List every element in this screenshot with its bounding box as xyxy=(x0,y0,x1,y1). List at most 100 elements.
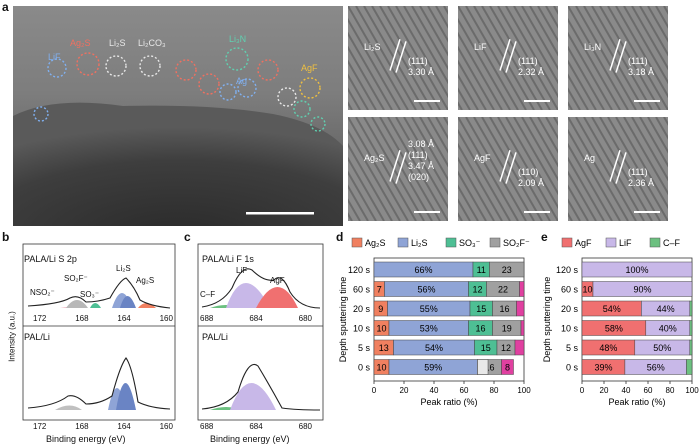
scale-bar xyxy=(246,212,314,215)
x-tick-label: 0 xyxy=(580,386,585,395)
bar-value-label: 44% xyxy=(657,304,675,314)
peak-label-ag2s: Ag₂S xyxy=(136,276,155,285)
x-tick-label: 60 xyxy=(644,386,653,395)
tem-inset: AgF (110) 2.09 Å xyxy=(458,117,558,221)
bar-segment xyxy=(689,339,693,356)
bar-segment xyxy=(477,359,489,375)
x-tick-label: 80 xyxy=(666,386,675,395)
plot-frame xyxy=(581,257,693,382)
bar-value-label: 100% xyxy=(625,265,648,275)
main-label-agf: AgF xyxy=(301,63,318,73)
peak-label-so2f: SO₂F⁻ xyxy=(64,274,88,283)
main-label-li2s: Li₂S xyxy=(109,38,126,48)
inset-phase-label: LiF xyxy=(474,42,487,52)
bar-value-label: 12 xyxy=(501,343,511,353)
inset-phase-label: Ag₂S xyxy=(364,153,385,163)
bar-value-label: 16 xyxy=(499,304,509,314)
bar-segment xyxy=(581,261,693,278)
inset-phase-label: Li₂S xyxy=(364,42,381,52)
category-label: 60 s xyxy=(353,285,371,295)
f1s-ticks-bottom: 688 684 680 xyxy=(200,422,312,431)
bar-value-label: 48% xyxy=(599,343,617,353)
inset-lattice-info: (111) 3.30 Å xyxy=(408,56,435,77)
bar-value-label: 15 xyxy=(481,343,491,353)
bar-segment xyxy=(516,300,525,317)
legend-label: Ag₂S xyxy=(365,238,386,248)
main-label-li3n: Li₃N xyxy=(229,34,247,44)
x-tick-label: 20 xyxy=(400,386,409,395)
panel-e-stacked-bar: AgF LiF C–F 100% 120 s10 90% 60 s 54% 44% 20 s 58%… xyxy=(542,237,699,407)
tem-inset: Ag (111) 2.36 Å xyxy=(568,117,668,221)
bar-segment xyxy=(689,320,693,336)
f1s-xlabel: Binding energy (eV) xyxy=(210,434,290,444)
bar-value-label: 56% xyxy=(647,363,665,373)
bar-segment xyxy=(501,359,514,375)
legend-swatch xyxy=(649,237,661,248)
peak-label-cf: C–F xyxy=(200,290,216,299)
bar-value-label: 50% xyxy=(653,343,671,353)
legend-label: AgF xyxy=(575,238,592,248)
x-tick-label: 20 xyxy=(600,386,609,395)
inset-phase-label: AgF xyxy=(474,153,491,163)
legend-swatch xyxy=(489,237,501,248)
s2p-xlabel: Binding energy (eV) xyxy=(46,434,126,444)
bar-value-label: 40% xyxy=(659,324,677,334)
s2p-title: PALA/Li S 2p xyxy=(24,254,77,264)
bar-value-label: 54% xyxy=(603,304,621,314)
x-axis-label: Peak ratio (%) xyxy=(608,397,665,407)
inset-lattice-info: (111) 2.36 Å xyxy=(628,167,655,188)
inset-phase-label: Li₃N xyxy=(584,42,602,52)
x-tick-label: 40 xyxy=(430,386,439,395)
bar-value-label: 10 xyxy=(582,285,592,295)
tem-main-image xyxy=(13,6,343,226)
legend-label: LiF xyxy=(619,238,632,248)
category-label: 20 s xyxy=(561,304,579,314)
bar-value-label: 15 xyxy=(476,304,486,314)
x-axis-label: Peak ratio (%) xyxy=(420,397,477,407)
s2p-ticks-bottom: 172 168 164 160 xyxy=(33,422,173,431)
f1s-ticks-top: 688 684 680 xyxy=(200,314,312,323)
bar-value-label: 7 xyxy=(377,285,382,295)
category-label: 120 s xyxy=(348,265,371,275)
bar-segment xyxy=(592,281,693,297)
plot-frame xyxy=(373,257,525,382)
f1s-title: PALA/Li F 1s xyxy=(202,254,254,264)
inset-lattice-info: (111) 2.32 Å xyxy=(518,56,545,77)
bar-value-label: 23 xyxy=(502,265,512,275)
inset-lattice-info: (111) 3.18 Å xyxy=(628,56,655,77)
legend-swatch xyxy=(445,237,457,248)
x-tick-label: 60 xyxy=(460,386,469,395)
legend-label: SO₃⁻ xyxy=(459,238,481,248)
bar-value-label: 10 xyxy=(376,363,386,373)
bar-segment xyxy=(520,320,525,336)
main-label-ag2s: Ag₂S xyxy=(70,38,91,48)
bar-value-label: 59% xyxy=(424,363,442,373)
f1s-bottom-title: PAL/Li xyxy=(202,332,228,342)
panel-label-a: a xyxy=(2,0,9,14)
s2p-bottom-title: PAL/Li xyxy=(24,332,50,342)
bar-value-label: 90% xyxy=(633,285,651,295)
s2p-ylabel: Intensity (a.u.) xyxy=(7,311,17,362)
legend-swatch xyxy=(561,237,573,248)
legend-label: Li₂S xyxy=(411,238,428,248)
bar-value-label: 54% xyxy=(425,343,443,353)
peak-label-agf: AgF xyxy=(270,276,285,285)
bar-segment xyxy=(489,261,525,278)
bar-value-label: 22 xyxy=(498,285,508,295)
x-tick-label: 100 xyxy=(685,386,699,395)
tem-inset: Ag₂S 3.08 Å (111) 3.47 Å (020) xyxy=(348,117,448,221)
bar-value-label: 58% xyxy=(605,324,623,334)
bar-segment xyxy=(686,359,693,375)
inset-lattice-info: (110) 2.09 Å xyxy=(518,167,545,188)
main-label-ag: Ag xyxy=(236,76,248,86)
bar-segment xyxy=(689,300,693,317)
panel-label-e: e xyxy=(541,230,548,244)
bar-value-label: 56% xyxy=(417,285,435,295)
main-label-li2co3: Li₂CO₃ xyxy=(138,38,166,48)
tem-inset: Li₃N (111) 3.18 Å xyxy=(568,6,668,110)
panel-label-c: c xyxy=(184,230,191,244)
category-label: 60 s xyxy=(561,285,579,295)
bar-value-label: 55% xyxy=(420,304,438,314)
xps-s2p-plot xyxy=(22,243,176,421)
legend-label: C–F xyxy=(663,238,681,248)
